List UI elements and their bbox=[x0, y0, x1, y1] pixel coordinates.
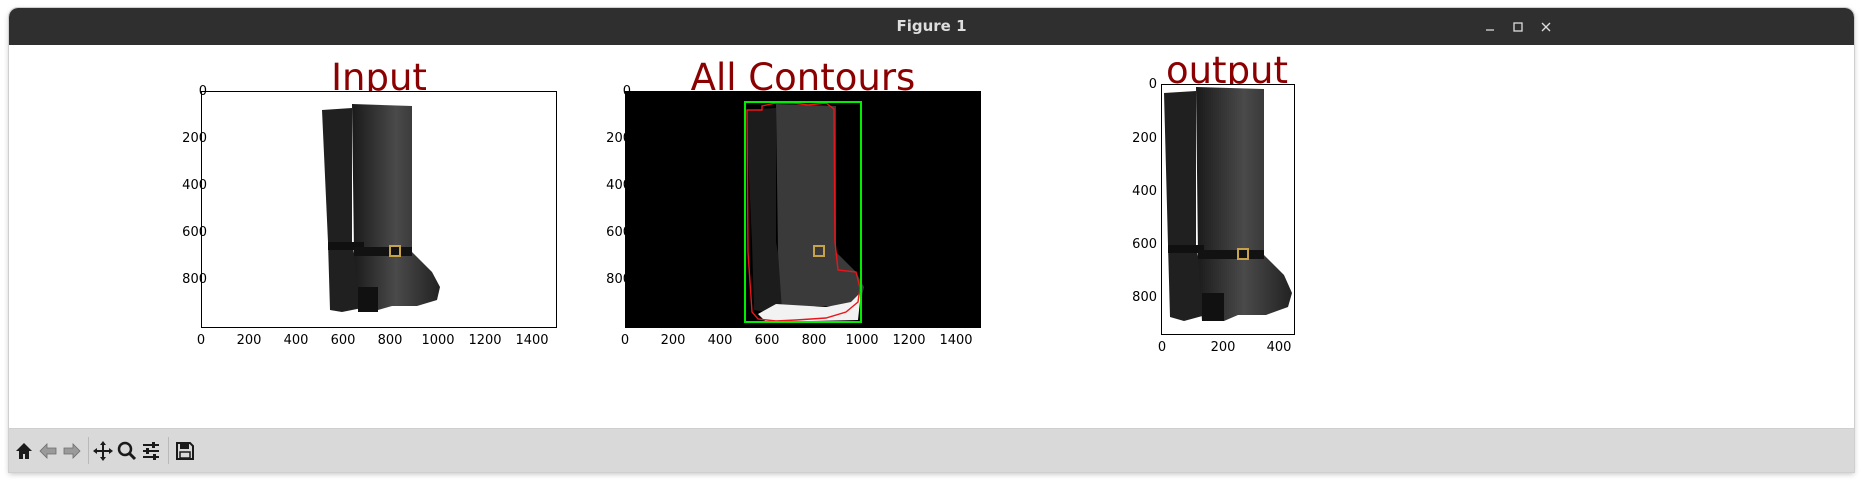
ytick: 600 bbox=[182, 225, 207, 240]
xtick: 400 bbox=[283, 333, 309, 348]
pan-button[interactable] bbox=[90, 437, 116, 464]
xtick: 1000 bbox=[845, 333, 879, 348]
forward-icon bbox=[63, 442, 81, 459]
xtick: 200 bbox=[236, 333, 262, 348]
close-icon bbox=[1541, 22, 1551, 32]
xtick: 800 bbox=[377, 333, 403, 348]
save-button[interactable] bbox=[172, 437, 198, 464]
xtick: 1200 bbox=[468, 333, 502, 348]
xtick: 200 bbox=[660, 333, 686, 348]
back-icon bbox=[39, 442, 57, 459]
figure-canvas[interactable]: Input 0 200 400 600 800 0 200 bbox=[9, 45, 1854, 426]
xtick: 0 bbox=[620, 333, 630, 348]
axes-input[interactable] bbox=[201, 91, 557, 328]
minimize-icon bbox=[1486, 29, 1494, 31]
zoom-icon bbox=[117, 441, 137, 460]
cropped-boots-image bbox=[1164, 87, 1292, 321]
configure-icon bbox=[143, 441, 159, 460]
back-button[interactable] bbox=[35, 437, 61, 464]
xtick: 800 bbox=[801, 333, 827, 348]
boots-image bbox=[322, 104, 440, 312]
xtick: 1200 bbox=[892, 333, 926, 348]
configure-subplots-button[interactable] bbox=[138, 437, 164, 464]
xtick: 0 bbox=[196, 333, 206, 348]
xtick: 200 bbox=[1210, 340, 1236, 355]
xtick: 1000 bbox=[421, 333, 455, 348]
window-title: Figure 1 bbox=[896, 17, 967, 35]
xtick: 400 bbox=[707, 333, 733, 348]
minimize-button[interactable] bbox=[1479, 16, 1501, 38]
ytick: 600 bbox=[606, 225, 631, 240]
xtick: 400 bbox=[1266, 340, 1292, 355]
ytick: 400 bbox=[606, 178, 631, 193]
ytick: 400 bbox=[1132, 184, 1157, 199]
ytick: 400 bbox=[182, 178, 207, 193]
xtick: 600 bbox=[330, 333, 356, 348]
ytick: 200 bbox=[1132, 131, 1157, 146]
axes-contours[interactable] bbox=[625, 91, 981, 328]
title-bar[interactable]: Figure 1 bbox=[9, 8, 1854, 45]
ytick: 0 bbox=[1148, 77, 1157, 92]
forward-button[interactable] bbox=[59, 437, 85, 464]
figure-window: Figure 1 Input bbox=[9, 8, 1854, 472]
ytick: 600 bbox=[1132, 237, 1157, 252]
toolbar-separator bbox=[88, 437, 89, 464]
toolbar-separator bbox=[168, 437, 169, 464]
ytick: 800 bbox=[1132, 290, 1157, 305]
xtick: 1400 bbox=[515, 333, 549, 348]
home-button[interactable] bbox=[11, 437, 37, 464]
xtick: 0 bbox=[1157, 340, 1167, 355]
pan-icon bbox=[93, 440, 113, 461]
ytick: 800 bbox=[182, 272, 207, 287]
maximize-icon bbox=[1513, 22, 1523, 32]
ytick: 800 bbox=[606, 272, 631, 287]
ytick: 200 bbox=[606, 131, 631, 146]
ytick: 0 bbox=[198, 84, 207, 99]
maximize-button[interactable] bbox=[1507, 16, 1529, 38]
ytick: 0 bbox=[622, 84, 631, 99]
zoom-button[interactable] bbox=[114, 437, 140, 464]
axes-output[interactable] bbox=[1161, 84, 1295, 335]
contours-image bbox=[744, 101, 864, 323]
xtick: 1400 bbox=[939, 333, 973, 348]
close-button[interactable] bbox=[1535, 16, 1557, 38]
save-icon bbox=[176, 441, 194, 460]
home-icon bbox=[16, 442, 32, 459]
ytick: 200 bbox=[182, 131, 207, 146]
navigation-toolbar bbox=[9, 428, 1854, 472]
xtick: 600 bbox=[754, 333, 780, 348]
